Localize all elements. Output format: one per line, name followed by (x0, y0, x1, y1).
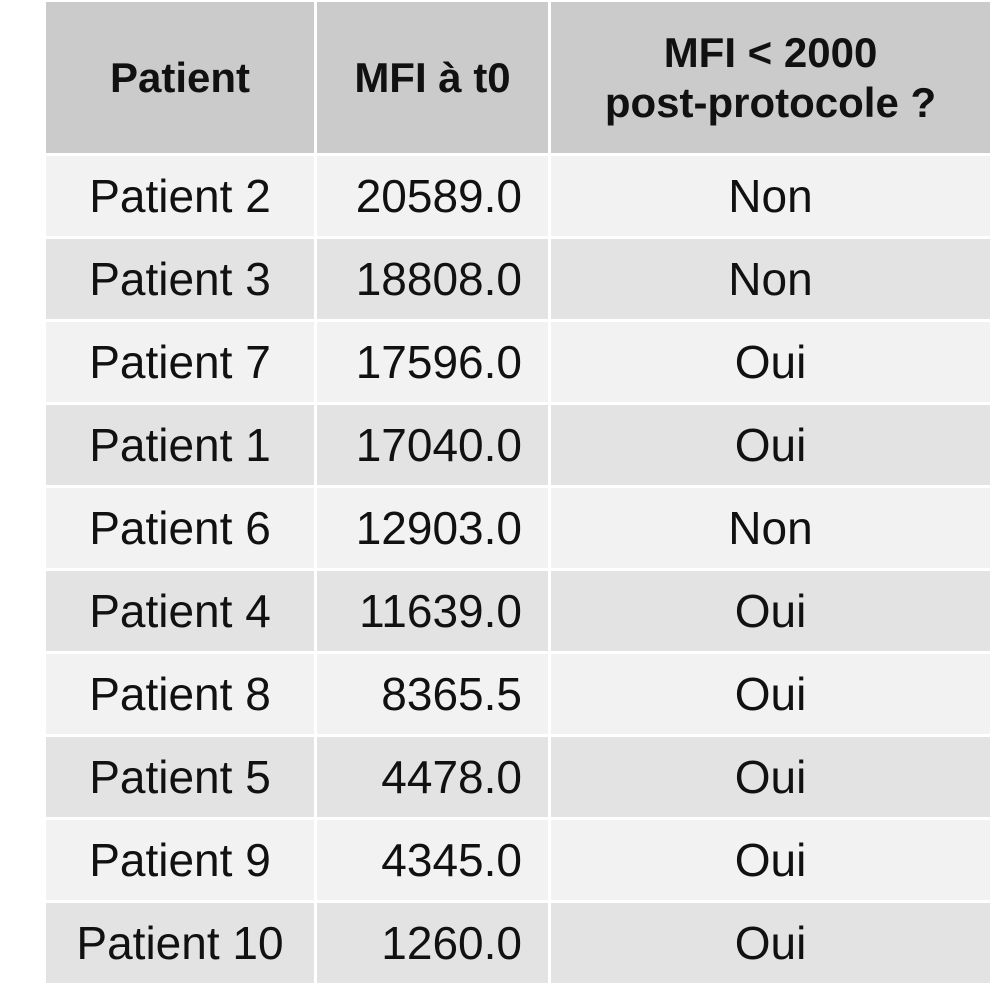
cell-mfi-t0-value: 4345.0 (381, 834, 522, 886)
cell-mfi-t0-value: 17040.0 (355, 419, 522, 471)
table-row: Patient 6 12903.0 Non (46, 488, 990, 568)
cell-patient: Patient 2 (46, 156, 314, 236)
cell-mfi-t0-value: 20589.0 (355, 170, 522, 222)
cell-patient: Patient 1 (46, 405, 314, 485)
cell-mfi-t0: 4478.0 (317, 737, 548, 817)
header-row: Patient MFI à t0 MFI < 2000 post-protoco… (46, 2, 990, 153)
header-mfi-t0: MFI à t0 (317, 2, 548, 153)
table-row: Patient 4 11639.0 Oui (46, 571, 990, 651)
cell-mfi-below-2000: Oui (551, 903, 990, 983)
table-row: Patient 8 8365.5 Oui (46, 654, 990, 734)
cell-patient: Patient 9 (46, 820, 314, 900)
cell-patient: Patient 4 (46, 571, 314, 651)
cell-mfi-below-2000: Non (551, 488, 990, 568)
cell-patient: Patient 3 (46, 239, 314, 319)
cell-mfi-t0: 20589.0 (317, 156, 548, 236)
cell-patient: Patient 8 (46, 654, 314, 734)
cell-mfi-below-2000: Non (551, 156, 990, 236)
cell-mfi-below-2000: Oui (551, 737, 990, 817)
cell-mfi-t0: 18808.0 (317, 239, 548, 319)
cell-patient: Patient 6 (46, 488, 314, 568)
table-row: Patient 1 17040.0 Oui (46, 405, 990, 485)
cell-mfi-t0-value: 11639.0 (359, 585, 522, 637)
cell-mfi-below-2000: Oui (551, 571, 990, 651)
cell-patient: Patient 7 (46, 322, 314, 402)
table-body: Patient 2 20589.0 Non Patient 3 18808.0 Non Pa… (46, 156, 990, 983)
header-mfi-below-2000: MFI < 2000 post-protocole ? (551, 2, 990, 153)
header-mfi-below-2000-line1: MFI < 2000 (663, 28, 878, 76)
table-row: Patient 9 4345.0 Oui (46, 820, 990, 900)
table-row: Patient 5 4478.0 Oui (46, 737, 990, 817)
cell-mfi-t0: 1260.0 (317, 903, 548, 983)
cell-mfi-t0-value: 1260.0 (381, 917, 522, 969)
data-table: Patient MFI à t0 MFI < 2000 post-protoco… (43, 0, 990, 986)
table-row: Patient 7 17596.0 Oui (46, 322, 990, 402)
cell-mfi-t0-value: 17596.0 (355, 336, 522, 388)
cell-mfi-t0: 12903.0 (317, 488, 548, 568)
cell-mfi-t0-value: 18808.0 (355, 253, 522, 305)
cell-mfi-t0: 17596.0 (317, 322, 548, 402)
cell-mfi-below-2000: Oui (551, 405, 990, 485)
table-row: Patient 10 1260.0 Oui (46, 903, 990, 983)
cell-mfi-t0-value: 12903.0 (355, 502, 522, 554)
cell-mfi-below-2000: Non (551, 239, 990, 319)
table-row: Patient 3 18808.0 Non (46, 239, 990, 319)
cell-mfi-t0-value: 8365.5 (381, 668, 522, 720)
cell-mfi-below-2000: Oui (551, 820, 990, 900)
cell-mfi-t0: 11639.0 (317, 571, 548, 651)
cell-mfi-t0: 17040.0 (317, 405, 548, 485)
header-mfi-below-2000-line2: post-protocole ? (604, 78, 937, 126)
cell-mfi-t0-value: 4478.0 (381, 751, 522, 803)
cell-mfi-t0: 4345.0 (317, 820, 548, 900)
header-patient: Patient (46, 2, 314, 153)
mfi-table: Patient MFI à t0 MFI < 2000 post-protoco… (46, 2, 990, 983)
cell-patient: Patient 10 (46, 903, 314, 983)
cell-mfi-below-2000: Oui (551, 654, 990, 734)
cell-patient: Patient 5 (46, 737, 314, 817)
table-row: Patient 2 20589.0 Non (46, 156, 990, 236)
cell-mfi-below-2000: Oui (551, 322, 990, 402)
cell-mfi-t0: 8365.5 (317, 654, 548, 734)
